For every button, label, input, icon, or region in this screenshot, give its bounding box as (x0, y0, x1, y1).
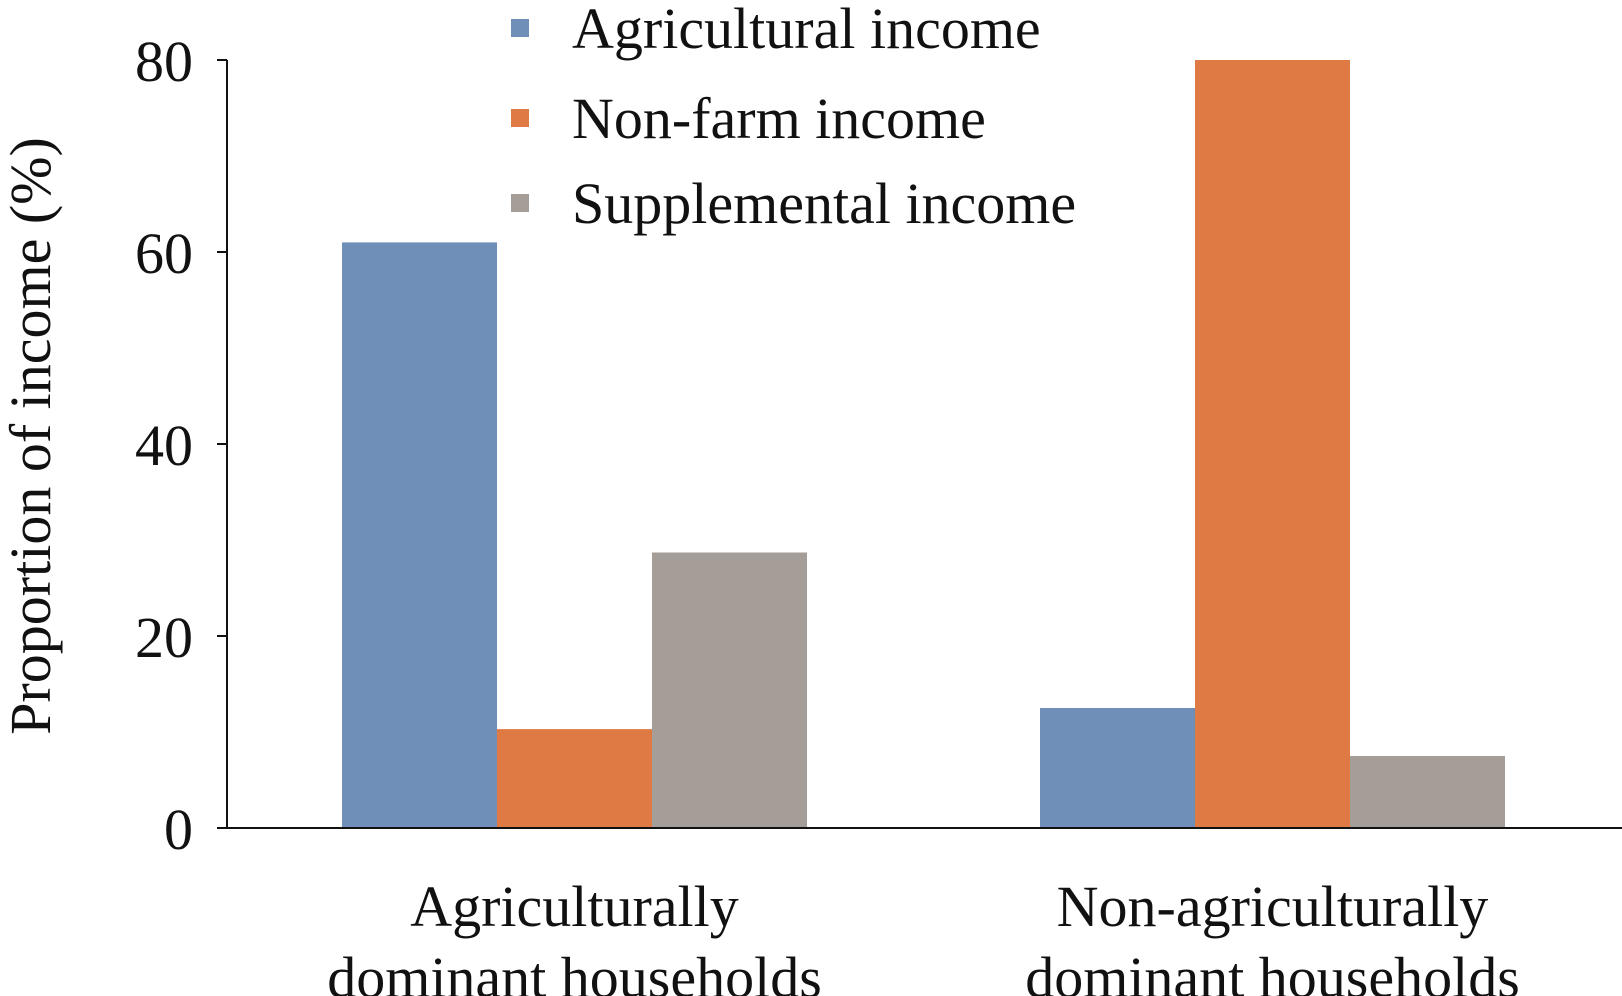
bar-non-farm-income-0 (497, 729, 652, 828)
y-axis-title: Proportion of income (%) (0, 137, 63, 735)
x-category-labels-group: Agriculturally dominant households Non-agr… (327, 874, 1520, 996)
bars-group (342, 60, 1505, 828)
y-tick-label: 60 (135, 221, 193, 286)
bar-non-farm-income-1 (1195, 60, 1350, 828)
legend-label: Supplemental income (572, 171, 1076, 236)
bar-supplemental-income-1 (1350, 756, 1505, 828)
legend-swatch (511, 19, 529, 37)
y-ticks-group: 0 20 40 60 80 (135, 29, 227, 862)
x-category-label: Agriculturally (410, 874, 739, 939)
x-category-label: dominant households (327, 945, 822, 996)
legend-swatch (511, 109, 529, 127)
y-tick-label: 40 (135, 413, 193, 478)
x-category-label: Non-agriculturally (1057, 874, 1489, 939)
y-tick-label: 80 (135, 29, 193, 94)
bar-agricultural-income-0 (342, 242, 497, 828)
legend-label: Agricultural income (572, 0, 1041, 61)
legend-label: Non-farm income (572, 86, 986, 151)
x-category-label: dominant households (1025, 945, 1520, 996)
y-tick-label: 20 (135, 605, 193, 670)
y-tick-label: 0 (164, 797, 193, 862)
legend: Agricultural income Non-farm income Supple… (511, 0, 1076, 236)
bar-agricultural-income-1 (1040, 708, 1195, 828)
legend-swatch (511, 194, 529, 212)
bar-supplemental-income-0 (652, 552, 807, 828)
